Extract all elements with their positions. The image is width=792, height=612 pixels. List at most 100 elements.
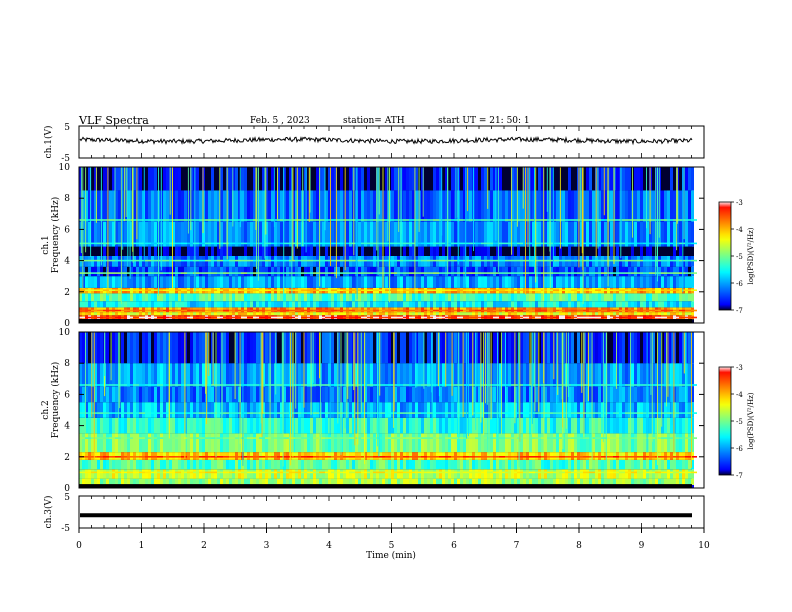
spectrogram-cell [385,312,388,316]
spectrogram-line-segment [415,289,421,291]
spectrogram-cell [505,469,508,479]
spectrogram-cell [214,469,217,479]
spectrogram-cell [517,293,520,302]
spectrogram-cell [502,478,505,485]
spectrogram-line-segment [247,259,253,262]
spectrogram-cell [568,301,571,308]
sferic-streak [579,167,581,221]
sferic-streak [202,167,204,234]
spectrogram-cell [562,478,565,485]
spectrogram-line-segment [595,289,601,291]
spectrogram-cell [508,293,511,302]
spectrogram-cell [421,301,424,308]
spectrogram-line-segment [427,316,433,319]
spectrogram-cell [547,469,550,479]
spectrogram-line-segment [511,289,517,291]
spectrogram-cell [457,276,460,288]
sferic-streak [172,167,173,290]
spectrogram-line-segment [535,219,541,221]
spectrogram-cell [112,293,115,302]
spectrogram-cell [346,433,349,453]
spectrogram-line-segment [415,309,421,312]
spectrogram-cell [325,312,328,316]
spectrogram-line-segment [91,272,97,274]
spectrogram-cell [673,221,676,247]
spectrogram-cell [382,469,385,479]
spectrogram-cell [637,478,640,485]
spectrogram-cell [361,246,364,256]
spectrogram-cell [673,312,676,316]
spectrogram-cell [613,459,616,470]
spectrogram-cell [268,246,271,256]
spectrogram-cell [379,190,382,222]
spectrogram-cell [370,190,373,222]
spectrogram-cell [178,459,181,470]
spectrogram-cell [310,221,313,247]
spectrogram-cell [307,276,310,288]
spectrogram-line-segment [559,316,565,319]
spectrogram-cell [205,433,208,453]
spectrogram-cell [229,221,232,247]
spectrogram-cell [211,276,214,288]
spectrogram-cell [232,190,235,222]
spectrogram-cell [337,190,340,222]
spectrogram-cell [565,246,568,256]
spectrogram-cell [463,246,466,256]
spectrogram-cell [199,301,202,308]
spectrogram-cell [121,478,124,485]
sferic-streak [291,167,293,295]
spectrogram-line-segment [163,316,169,319]
spectrogram-cell [358,293,361,302]
spectrogram-cell [325,293,328,302]
spectrogram-cell [628,190,631,222]
spectrogram-line-segment [571,219,577,221]
spectrogram-cell [496,276,499,288]
spectrogram-cell [223,276,226,288]
spectrogram-cell [556,266,559,277]
spectrogram-cell [526,276,529,288]
spectrogram-cell [367,312,370,316]
spectrogram-cell [529,190,532,222]
spectrogram-cell [616,276,619,288]
spectrogram-cell [430,469,433,479]
spectrogram-cell [655,276,658,288]
spectrogram-cell [79,469,82,479]
spectrogram-cell [349,459,352,470]
spectrogram-line-segment [481,272,487,274]
spectrogram-cell [91,221,94,247]
spectrogram-cell [151,190,154,222]
spectrogram-cell [622,312,625,316]
spectrogram-cell [496,312,499,316]
spectrogram-cell [544,293,547,302]
spectrogram-line-segment [187,272,193,274]
spectrogram-line-segment [361,289,367,291]
spectrogram-cell [292,469,295,479]
spectrogram-cell [403,478,406,485]
spectrogram-cell [316,312,319,316]
spectrogram-cell [409,301,412,308]
spectrogram-cell [184,469,187,479]
spectrogram-cell [331,246,334,256]
spectrogram-cell [253,301,256,308]
spectrogram-cell [280,459,283,470]
spectrogram-cell [292,301,295,308]
spectrogram-line-segment [403,242,409,245]
spectrogram-cell [346,190,349,222]
spectrogram-cell [418,276,421,288]
spectrogram-cell [283,266,286,277]
spectrogram-line-segment [253,309,259,312]
sferic-streak [387,167,389,242]
spectrogram-cell [667,190,670,222]
spectrogram-cell [391,246,394,256]
spectrogram-cell [529,312,532,316]
spectrogram-cell [667,221,670,247]
spectrogram-line-segment [199,272,205,274]
sferic-streak [422,167,424,217]
spectrogram-cell [334,190,337,222]
spectrogram-cell [670,266,673,277]
spectrogram-cell [175,266,178,277]
spectrogram-cell [466,301,469,308]
spectrogram-cell [325,433,328,453]
spectrogram-cell [133,312,136,316]
spectrogram-cell [154,276,157,288]
